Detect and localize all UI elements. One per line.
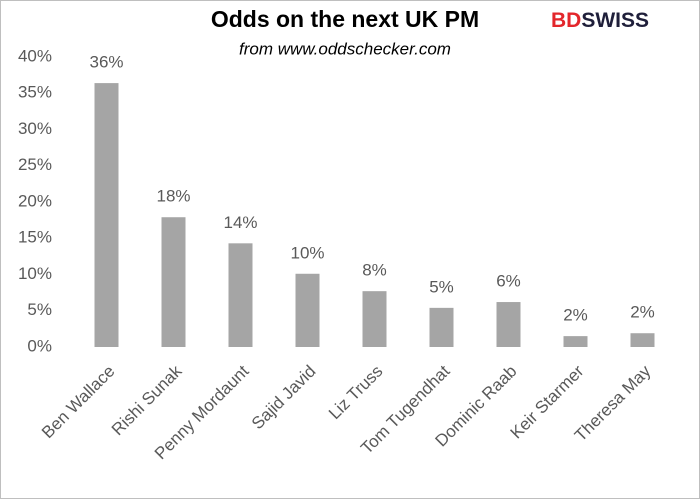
- y-tick-label: 30%: [18, 119, 52, 138]
- y-tick-label: 10%: [18, 264, 52, 283]
- bar: [362, 291, 387, 347]
- chart-subtitle: from www.oddschecker.com: [239, 39, 451, 58]
- logo-part: SWISS: [581, 9, 649, 32]
- bar: [295, 273, 320, 347]
- data-label: 36%: [89, 53, 123, 72]
- bar: [563, 336, 588, 347]
- data-label: 10%: [290, 243, 324, 262]
- bar: [228, 243, 253, 347]
- chart-title: Odds on the next UK PM: [211, 6, 479, 32]
- bar: [630, 333, 655, 347]
- data-label: 14%: [223, 213, 257, 232]
- bar: [94, 83, 119, 347]
- bar: [429, 307, 454, 347]
- y-tick-label: 0%: [27, 336, 52, 355]
- data-label: 18%: [156, 187, 190, 206]
- bar: [161, 217, 186, 347]
- y-tick-label: 20%: [18, 191, 52, 210]
- bar: [496, 302, 521, 347]
- y-tick-label: 40%: [18, 46, 52, 65]
- y-tick-label: 15%: [18, 228, 52, 247]
- logo: BDSWISS: [551, 9, 649, 32]
- data-label: 6%: [496, 272, 521, 291]
- data-label: 5%: [429, 277, 454, 296]
- y-tick-label: 5%: [27, 300, 52, 319]
- y-tick-label: 25%: [18, 155, 52, 174]
- data-label: 8%: [362, 261, 387, 280]
- data-label: 2%: [630, 303, 655, 322]
- data-label: 2%: [563, 306, 588, 325]
- logo-part: BD: [551, 9, 581, 32]
- y-tick-label: 35%: [18, 83, 52, 102]
